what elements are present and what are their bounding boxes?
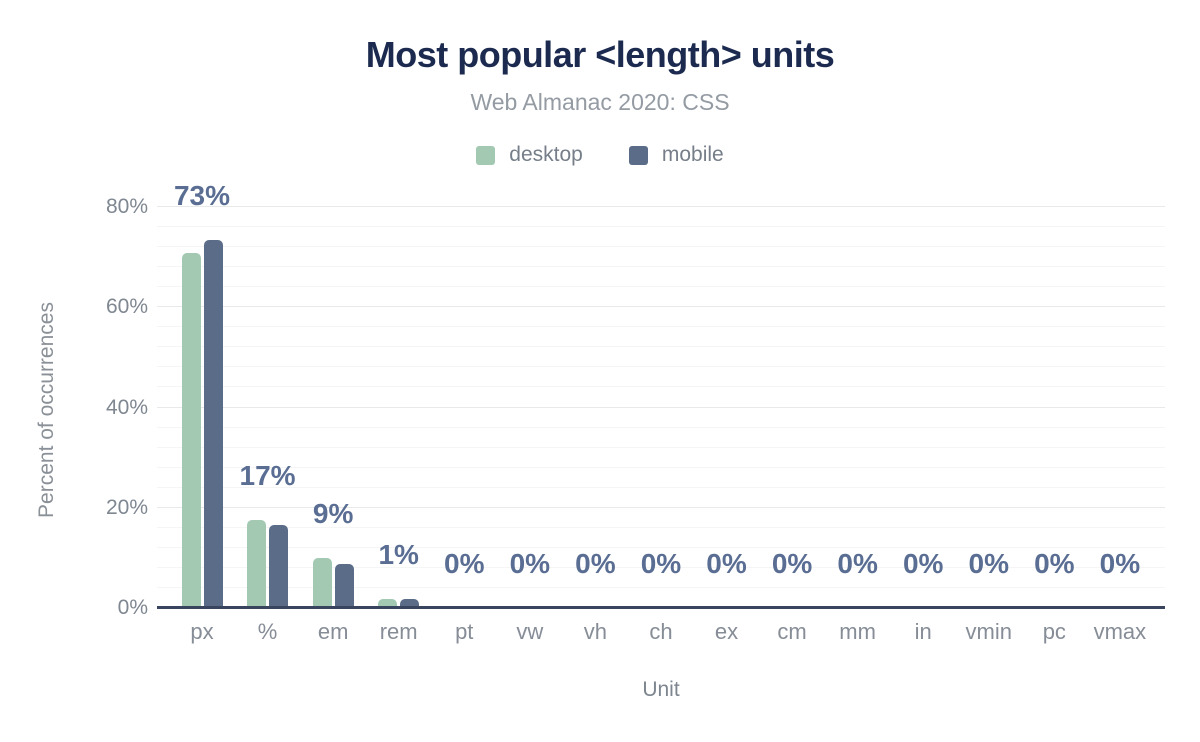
bar-group-ch: 0% [629,207,693,608]
mobile-bar-em[interactable] [334,563,354,608]
bar-value-label-px: 73% [173,180,231,212]
major-gridline [157,406,1165,408]
x-tick-label-vmax: vmax [1093,619,1147,644]
x-tick-label-em: em [317,619,349,644]
bar-group-vmin: 0% [957,207,1021,608]
minor-gridline [157,446,1165,448]
y-tick-label-80pct: 80% [105,195,148,218]
x-tick-label-pc: pc [1042,619,1066,644]
chart-subtitle: Web Almanac 2020: CSS [470,89,730,115]
bar-value-label-vmin: 0% [968,548,1009,579]
x-axis-title: Unit [642,678,680,701]
x-axis-ticks: px% em rem pt vw vh ch ex cm mm in vmin pc vmax [157,619,1165,645]
minor-gridline [157,546,1165,548]
legend-item-desktop[interactable]: desktop [476,143,583,167]
minor-gridline [157,526,1165,528]
legend-label-mobile: mobile [661,143,724,166]
minor-gridline [157,566,1165,568]
chart-title: Most popular <length> units [365,34,835,75]
bar-group-pt: 0% [432,207,496,608]
x-tick-label-vmin: vmin [965,619,1012,644]
bar-groups: 73% 17% 9% 1% 0% 0% 0% 0% 0% 0% 0% 0% 0% 0% 0% [157,182,1165,608]
x-tick-label-rem: rem [379,619,418,644]
desktop-bar-%[interactable] [247,519,267,608]
x-tick-label-cm: cm [777,619,807,644]
bar-group-px: 73% [170,182,234,608]
x-tick-label-ex: ex [714,619,739,644]
bar-value-label-rem: 1% [378,539,419,570]
y-axis-title: Percent of occurrences [35,302,58,518]
mobile-swatch-icon [628,145,648,165]
major-gridline [157,306,1165,308]
y-tick-label-20pct: 20% [105,495,148,519]
bar-value-label-vmax: 0% [1099,548,1141,579]
minor-gridline [157,226,1165,228]
bar-value-label-in: 0% [902,548,944,579]
minor-gridline [157,586,1165,588]
desktop-bar-em[interactable] [312,557,332,608]
x-tick-label-pt: pt [455,619,474,644]
x-tick-label-mm: mm [839,619,876,644]
bar-value-label-%: 17% [239,459,296,491]
bar-group-vw: 0% [498,207,562,608]
bar-group-mm: 0% [826,207,890,608]
bar-group-in: 0% [891,207,955,608]
legend-label-desktop: desktop [509,143,583,166]
minor-gridline [157,326,1165,328]
y-tick-label-40pct: 40% [105,395,148,419]
x-tick-label-in: in [914,619,932,644]
bar-value-label-ch: 0% [640,548,682,579]
bar-value-label-pc: 0% [1034,548,1075,579]
bar-group-em: 9% [301,207,365,608]
x-tick-label-ch: ch [649,619,673,644]
legend-item-mobile[interactable]: mobile [628,143,724,167]
bar-value-label-ex: 0% [706,548,747,579]
x-axis-line [157,606,1165,609]
mobile-bar-rem[interactable] [400,599,420,608]
mobile-bar-px[interactable] [203,240,223,608]
mobile-bar-%[interactable] [269,524,289,608]
bar-group-rem: 1% [367,207,431,608]
major-gridline [157,206,1165,207]
bar-group-vh: 0% [563,207,627,608]
x-tick-label-vw: vw [516,619,544,644]
bar-group-cm: 0% [760,207,824,608]
minor-gridline [157,346,1165,348]
bar-value-label-mm: 0% [837,548,878,579]
x-tick-label-%: % [257,619,278,644]
bar-group-ex: 0% [695,207,759,608]
plot-area: 73% 17% 9% 1% 0% 0% 0% 0% 0% 0% 0% 0% 0% 0% 0% [157,182,1165,608]
x-tick-label-px: px [190,619,214,644]
bar-group-%: 17% [236,207,300,608]
minor-gridline [157,246,1165,248]
desktop-swatch-icon [476,145,496,165]
y-tick-label-0pct: 0% [117,596,148,619]
bar-value-label-pt: 0% [444,548,485,579]
legend: desktop mobile [0,143,1200,167]
minor-gridline [157,466,1165,468]
desktop-bar-px[interactable] [181,252,201,608]
bar-value-label-cm: 0% [771,548,813,579]
minor-gridline [157,426,1165,428]
minor-gridline [157,486,1165,488]
y-tick-label-60pct: 60% [105,295,148,319]
minor-gridline [157,366,1165,368]
minor-gridline [157,286,1165,288]
minor-gridline [157,266,1165,268]
desktop-bar-rem[interactable] [378,599,398,608]
bar-group-vmax: 0% [1088,207,1152,608]
bar-value-label-vw: 0% [509,548,551,579]
major-gridline [157,506,1165,508]
bar-value-label-vh: 0% [575,548,616,579]
x-tick-label-vh: vh [583,619,607,644]
bar-value-label-em: 9% [312,497,354,529]
bar-group-pc: 0% [1022,207,1086,608]
minor-gridline [157,386,1165,388]
